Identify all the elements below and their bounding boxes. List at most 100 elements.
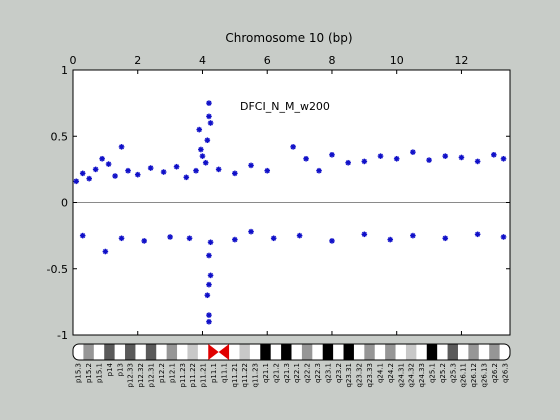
data-point [500,234,507,240]
band-label: q25.3 [449,363,457,383]
data-point [387,236,394,243]
data-point [99,155,105,162]
band-label: q24.1 [376,363,384,383]
data-points [73,100,507,325]
band-label: q11.23 [252,363,260,387]
data-point [361,158,368,165]
band-label: p12.32 [137,363,145,387]
ideogram-band [364,344,375,360]
data-point [442,235,449,242]
ideogram-band [166,344,178,360]
data-point [500,155,507,162]
ideogram-band [208,344,219,360]
data-point [199,153,206,159]
band-label: q21.3 [283,363,291,383]
data-point [118,144,125,150]
band-label: q11.21 [231,363,239,387]
band-label: p12.2 [158,363,166,383]
data-point [248,228,254,235]
band-label: q25.2 [439,363,447,383]
x-tick-label: 6 [264,54,271,67]
data-point [393,155,400,162]
data-point [290,144,296,150]
ideogram-band [104,344,115,360]
band-label: q26.12 [470,363,478,387]
y-tick-label: 1 [61,64,68,77]
data-point [79,232,86,239]
data-point [232,170,238,177]
band-label: q22.3 [314,363,322,383]
sample-annotation: DFCI_N_M_w200 [240,100,330,113]
data-point [426,157,432,163]
data-point [105,161,112,167]
band-label: q24.31 [397,363,405,387]
band-label: q22.2 [304,363,312,383]
data-point [248,162,254,169]
ideogram-band [125,344,136,360]
data-point [206,318,212,325]
data-point [73,178,80,185]
y-tick-label: -1 [57,329,68,342]
band-label: p15.2 [85,363,93,383]
band-label: q23.1 [324,363,332,383]
ideogram-band [260,344,271,360]
data-point [410,232,416,239]
x-tick-label: 8 [328,54,335,67]
band-label: q23.32 [356,363,364,387]
band-label: q24.32 [408,363,416,387]
data-point [316,167,322,174]
band-label: q11.1 [220,363,228,383]
band-label: q23.33 [366,363,374,387]
data-point [173,163,180,170]
band-label: q21.2 [272,363,280,383]
ideogram-band [343,344,354,360]
band-label: p11.21 [200,363,208,387]
ideogram-band [426,344,438,360]
data-point [167,234,173,240]
data-point [204,137,211,144]
data-point [193,167,199,174]
data-point [377,153,384,159]
data-point [474,231,481,238]
data-point [118,235,125,242]
data-point [206,312,212,318]
ideogram-band [385,344,396,360]
ideogram-band [405,344,417,360]
data-point [345,159,351,166]
data-point [264,167,271,174]
band-label: p14 [106,362,114,376]
data-point [186,235,193,242]
data-point [206,100,212,106]
band-label: p12.31 [148,363,156,387]
data-point [361,231,368,238]
data-point [206,252,212,259]
x-tick-label: 2 [134,54,141,67]
band-label: p15.1 [96,363,104,383]
data-point [207,120,214,126]
data-point [160,169,167,175]
y-tick-label: 0 [61,197,68,210]
band-label: q24.33 [418,363,426,387]
data-point [206,113,212,120]
ideogram-band-labels: p15.3 p15.2 p15.1 p14 p13 p12.33 p12.32 p12.31 p… [75,362,510,387]
data-point [147,165,154,171]
data-point [410,149,416,155]
ideogram-band [281,344,292,360]
band-label: p11.23 [179,363,187,387]
data-point [329,152,335,158]
data-point [134,171,141,178]
band-label: q24.2 [387,363,395,383]
ideogram-band [218,344,230,360]
x-tick-label: 0 [70,54,77,67]
data-point [198,146,204,153]
band-label: q11.22 [241,363,249,387]
data-point [92,166,99,173]
band-label: q23.31 [345,363,353,387]
data-point [270,235,277,242]
data-point [183,174,190,181]
band-label: q22.1 [293,363,301,383]
band-label: p11.22 [189,363,197,387]
data-point [206,281,212,288]
chromosome-ideogram [72,343,511,361]
